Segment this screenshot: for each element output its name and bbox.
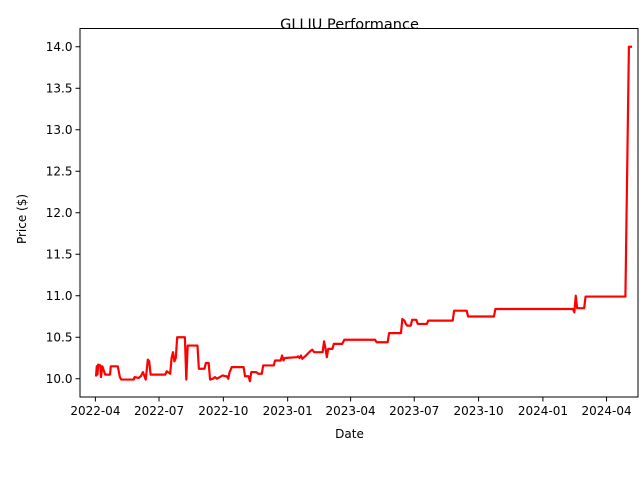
x-tick-label: 2023-07 [389,404,439,418]
chart-title: GLLIU Performance [280,17,419,33]
y-tick-label: 12.0 [46,206,73,220]
y-tick-label: 11.5 [46,248,73,262]
x-tick-label: 2023-01 [263,404,313,418]
x-axis: 2022-04 2022-07 2022-10 2023-01 2023-04 2023-… [70,397,632,418]
x-tick-label: 2022-04 [70,404,120,418]
y-axis: 10.0 10.5 11.0 11.5 12.0 12.5 13.0 13.5 14.0 [46,40,80,386]
y-tick-label: 10.5 [46,331,73,345]
plot-frame [79,28,639,398]
x-axis-title: Date [335,427,364,441]
y-axis-title: Price ($) [15,194,29,244]
y-tick-label: 13.0 [46,123,73,137]
y-tick-label: 14.0 [46,40,73,54]
y-tick-label: 10.0 [46,372,73,386]
x-tick-label: 2023-04 [326,404,376,418]
plot-area [94,45,633,383]
x-tick-label: 2022-10 [198,404,248,418]
x-tick-label: 2024-04 [581,404,631,418]
x-tick-label: 2022-07 [134,404,184,418]
series-line [94,45,633,383]
x-tick-label: 2024-01 [518,404,568,418]
x-tick-label: 2023-10 [454,404,504,418]
y-tick-label: 11.0 [46,289,73,303]
y-tick-label: 13.5 [46,82,73,96]
y-tick-label: 12.5 [46,165,73,179]
